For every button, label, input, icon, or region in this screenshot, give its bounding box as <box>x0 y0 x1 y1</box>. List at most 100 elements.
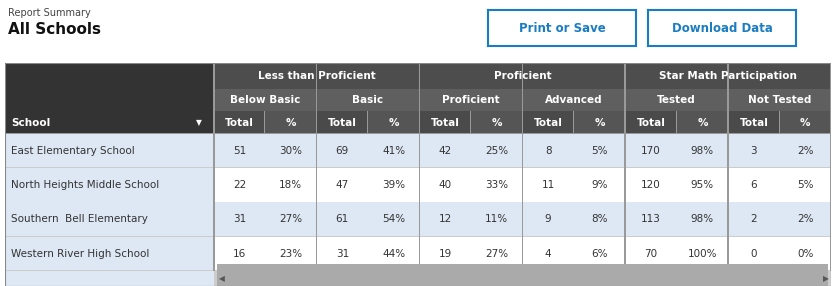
Bar <box>573 237 625 271</box>
Bar <box>420 112 471 134</box>
Text: East Elementary School: East Elementary School <box>11 146 135 156</box>
Bar <box>727 89 729 112</box>
Bar <box>214 271 831 286</box>
Text: Total: Total <box>431 118 460 128</box>
Text: 25%: 25% <box>485 146 508 156</box>
Text: All Schools: All Schools <box>8 22 101 37</box>
Text: 23%: 23% <box>279 249 303 259</box>
Text: %: % <box>286 118 296 128</box>
Text: 44%: 44% <box>382 249 405 259</box>
Bar <box>624 63 626 89</box>
Bar <box>573 168 625 202</box>
Bar <box>213 63 215 89</box>
Bar <box>214 202 265 237</box>
Text: Not Tested: Not Tested <box>748 95 811 105</box>
Bar <box>5 112 214 134</box>
Text: 2: 2 <box>751 214 757 225</box>
Bar <box>471 134 522 168</box>
Bar <box>419 63 421 89</box>
Bar <box>5 89 214 112</box>
Text: ▶: ▶ <box>823 274 829 283</box>
Bar <box>522 237 573 271</box>
Bar <box>471 202 522 237</box>
Bar <box>420 63 625 89</box>
Text: Star Math Participation: Star Math Participation <box>659 71 797 81</box>
Bar <box>217 264 828 286</box>
Text: 12: 12 <box>439 214 451 225</box>
Bar <box>624 112 626 134</box>
Bar <box>830 63 832 89</box>
Text: 22: 22 <box>232 180 246 190</box>
Bar <box>420 237 471 271</box>
Bar <box>676 168 728 202</box>
Text: 5%: 5% <box>591 146 608 156</box>
Bar <box>5 236 831 237</box>
Text: Total: Total <box>225 118 254 128</box>
Bar <box>265 134 317 168</box>
Text: 11%: 11% <box>485 214 508 225</box>
Text: 18%: 18% <box>279 180 303 190</box>
Bar <box>368 112 420 134</box>
Bar <box>317 237 368 271</box>
Text: 19: 19 <box>439 249 451 259</box>
Text: 98%: 98% <box>691 214 714 225</box>
Bar <box>5 202 214 237</box>
Bar <box>317 112 368 134</box>
Bar <box>367 112 369 134</box>
Bar <box>5 133 831 134</box>
Text: %: % <box>492 118 502 128</box>
Text: Less than Proficient: Less than Proficient <box>257 71 375 81</box>
Text: Western River High School: Western River High School <box>11 249 149 259</box>
Text: 98%: 98% <box>691 146 714 156</box>
Text: 8: 8 <box>545 146 552 156</box>
Text: 51: 51 <box>232 146 246 156</box>
Text: 6: 6 <box>751 180 757 190</box>
Text: ▼: ▼ <box>196 118 201 127</box>
Text: Advanced: Advanced <box>545 95 603 105</box>
Text: Below Basic: Below Basic <box>230 95 300 105</box>
Text: Proficient: Proficient <box>493 71 551 81</box>
Text: 40: 40 <box>439 180 451 190</box>
Text: 2%: 2% <box>797 214 813 225</box>
Bar <box>625 134 676 168</box>
Text: 16: 16 <box>232 249 246 259</box>
Bar <box>522 112 573 134</box>
Text: 30%: 30% <box>279 146 303 156</box>
Text: %: % <box>389 118 399 128</box>
Bar <box>522 134 573 168</box>
Bar <box>625 63 831 89</box>
Bar <box>625 89 728 112</box>
Bar <box>728 134 779 168</box>
Text: 54%: 54% <box>382 214 405 225</box>
Text: %: % <box>800 118 811 128</box>
Bar <box>624 63 626 271</box>
Text: 8%: 8% <box>591 214 608 225</box>
Bar <box>676 237 728 271</box>
Text: Total: Total <box>533 118 563 128</box>
Bar <box>214 111 831 112</box>
Bar <box>573 134 625 168</box>
Bar <box>779 112 831 134</box>
Bar <box>420 89 522 112</box>
Bar <box>727 63 729 271</box>
Text: Total: Total <box>739 118 768 128</box>
Bar <box>265 202 317 237</box>
Text: 0: 0 <box>751 249 757 259</box>
Bar <box>625 112 676 134</box>
Text: 120: 120 <box>641 180 660 190</box>
Bar <box>779 237 831 271</box>
Text: 47: 47 <box>336 180 349 190</box>
Text: 33%: 33% <box>485 180 508 190</box>
Text: 2%: 2% <box>797 146 813 156</box>
Bar <box>214 134 265 168</box>
Bar <box>316 63 318 271</box>
Bar <box>728 89 831 112</box>
Bar <box>830 63 832 271</box>
Bar <box>676 202 728 237</box>
Text: ◀: ◀ <box>219 274 225 283</box>
Bar <box>419 112 421 134</box>
Bar <box>265 112 317 134</box>
Text: 4: 4 <box>545 249 552 259</box>
Bar <box>368 237 420 271</box>
Bar <box>727 112 729 134</box>
